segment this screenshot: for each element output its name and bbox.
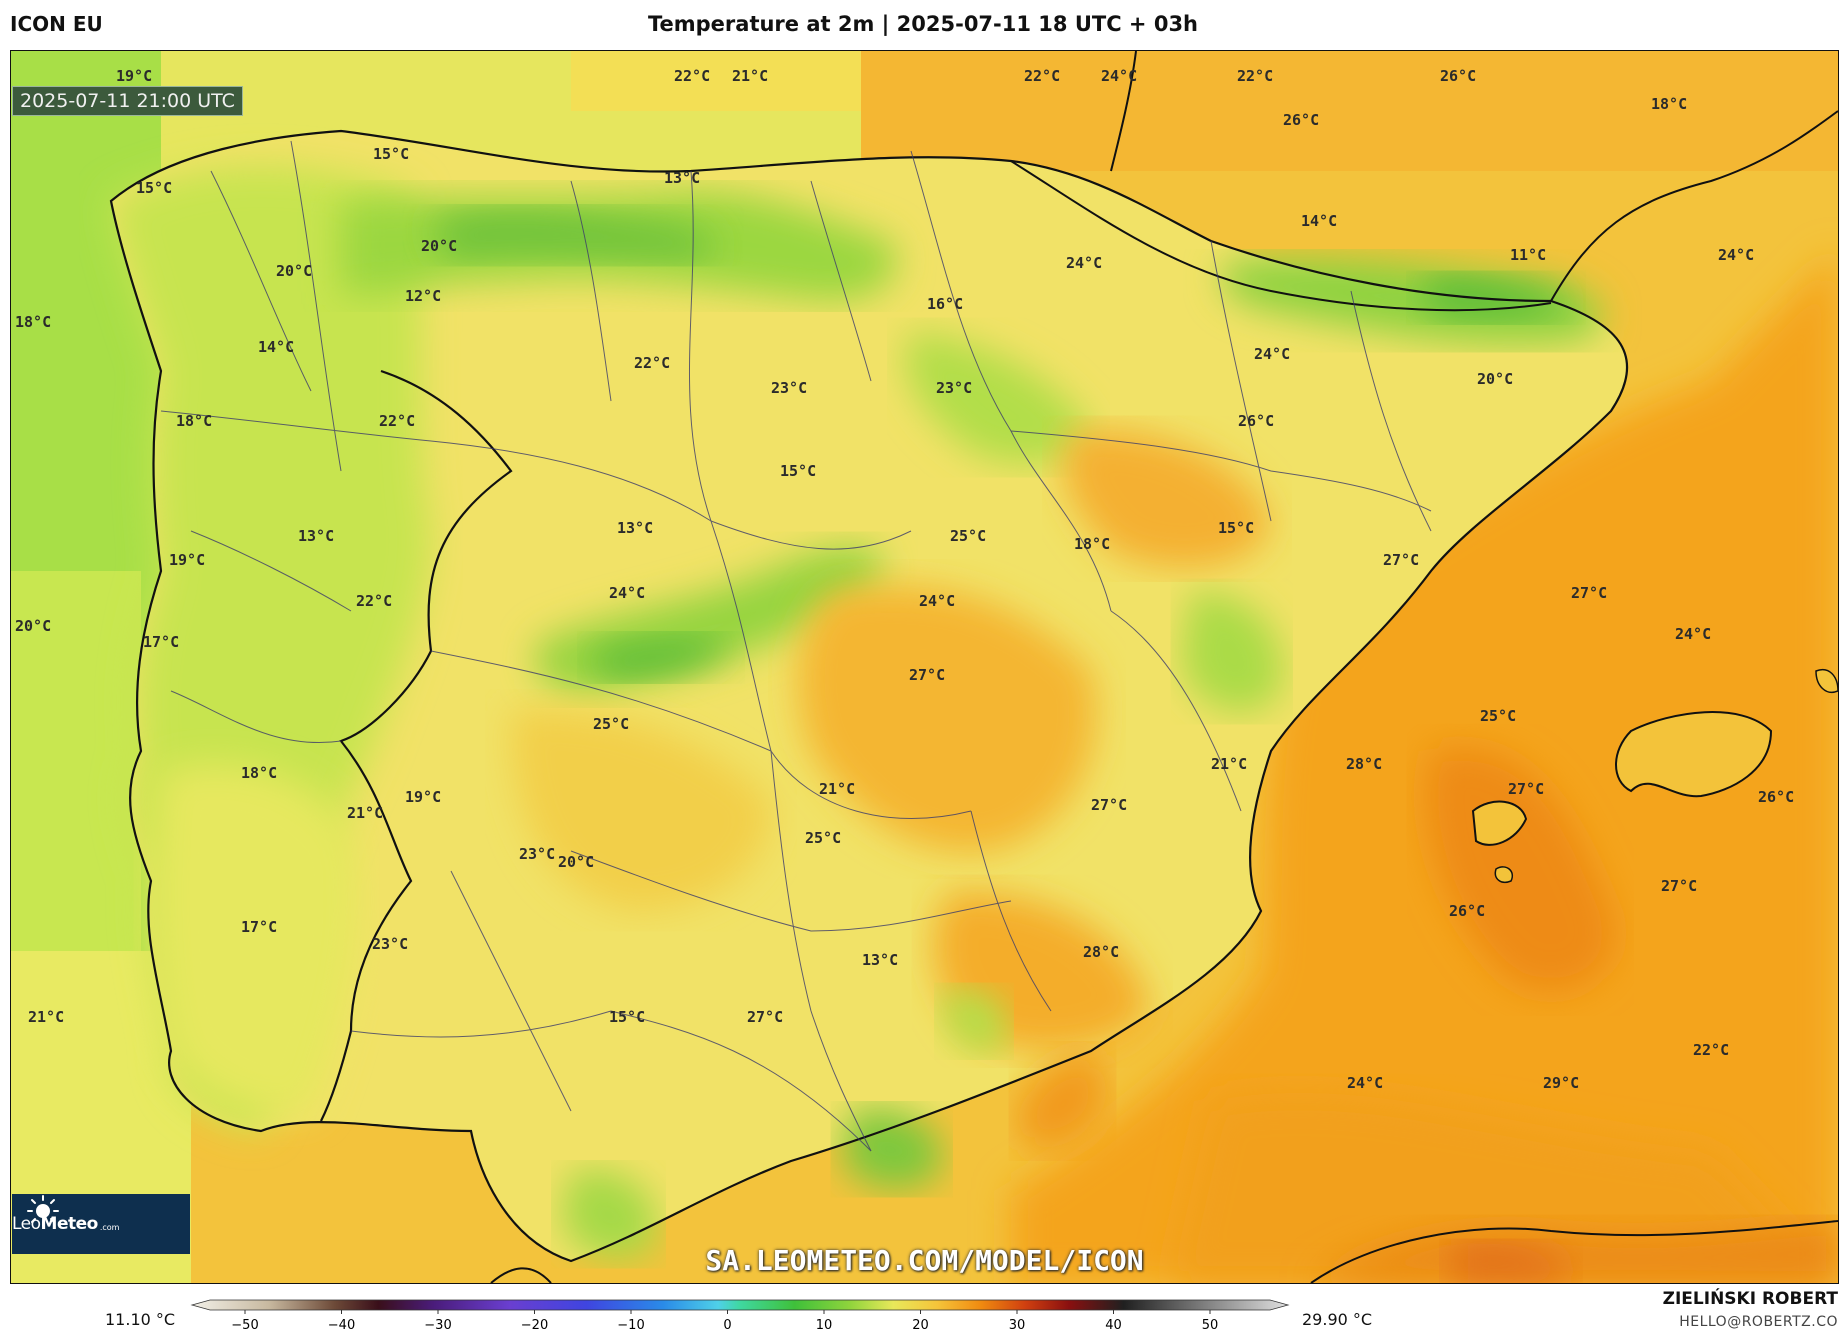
temp-label: 27°C [1661,877,1698,895]
colorbar-tick-label: 20 [912,1318,929,1333]
colorbar-tick-label: −20 [521,1318,548,1333]
temp-label: 23°C [771,379,808,397]
author-name: ZIELIŃSKI ROBERT [1662,1289,1838,1309]
temp-label: 18°C [15,313,52,331]
temp-label: 22°C [356,592,393,610]
temp-label: 19°C [169,551,206,569]
temp-label: 27°C [747,1008,784,1026]
temp-label: 13°C [664,169,701,187]
colorbar-tick-label: 40 [1105,1318,1122,1333]
temp-label: 21°C [732,67,769,85]
temp-label: 19°C [116,67,153,85]
colorbar-tick-label: 50 [1202,1318,1219,1333]
temp-label: 19°C [405,788,442,806]
temp-label: 14°C [258,338,295,356]
model-name: ICON EU [10,12,103,36]
temp-label: 27°C [1383,551,1420,569]
temp-label: 24°C [919,592,956,610]
temp-label: 22°C [674,67,711,85]
temp-label: 27°C [909,666,946,684]
temp-label: 13°C [862,951,899,969]
author-email[interactable]: HELLO@ROBERTZ.CO [1679,1314,1838,1330]
temp-label: 17°C [143,633,180,651]
map-field [11,51,1838,1283]
temp-label: 25°C [805,829,842,847]
temp-label: 26°C [1283,111,1320,129]
valid-time-badge: 2025-07-11 21:00 UTC [12,86,243,116]
temp-label: 23°C [519,845,556,863]
temp-label: 15°C [373,145,410,163]
temp-label: 20°C [276,262,313,280]
temp-label: 25°C [1480,707,1517,725]
colorbar-tick-label: −50 [231,1318,258,1333]
temp-label: 25°C [950,527,987,545]
temp-label: 23°C [372,935,409,953]
temp-label: 24°C [1101,67,1138,85]
temp-label: 20°C [15,617,52,635]
colorbar-tick-label: 10 [816,1318,833,1333]
temp-label: 26°C [1238,412,1275,430]
temp-label: 26°C [1440,67,1477,85]
temp-label: 22°C [1237,67,1274,85]
logo-suffix: .com [99,1222,120,1232]
temp-label: 22°C [379,412,416,430]
colorbar-max-label: 29.90 °C [1302,1310,1373,1329]
temp-label: 21°C [347,804,384,822]
temp-label: 13°C [298,527,335,545]
temp-label: 24°C [1347,1074,1384,1092]
colorbar-tick-label: 30 [1009,1318,1026,1333]
temp-label: 18°C [241,764,278,782]
temp-label: 18°C [1074,535,1111,553]
temperature-map[interactable]: 2025-07-11 21:00 UTC 19°C 22°C 21°C 22°C… [10,50,1839,1284]
temp-label: 15°C [609,1008,646,1026]
temp-label: 16°C [927,295,964,313]
temp-label: 23°C [936,379,973,397]
temp-label: 12°C [405,287,442,305]
temp-label: 24°C [1254,345,1291,363]
temp-label: 27°C [1571,584,1608,602]
temp-label: 28°C [1346,755,1383,773]
colorbar-tick-label: −40 [328,1318,355,1333]
temp-label: 27°C [1508,780,1545,798]
temp-label: 24°C [1066,254,1103,272]
temp-label: 28°C [1083,943,1120,961]
temp-label: 18°C [1651,95,1688,113]
leometeo-logo[interactable]: LeoMeteo .com [12,1194,190,1254]
temp-label: 26°C [1449,902,1486,920]
temp-label: 26°C [1758,788,1795,806]
temp-label: 25°C [593,715,630,733]
temp-label: 21°C [819,780,856,798]
sun-icon [27,1195,59,1227]
temp-label: 20°C [421,237,458,255]
temp-label: 24°C [1675,625,1712,643]
colorbar: −50 −40 −30 −20 −10 0 10 20 30 40 50 [190,1299,1290,1333]
temp-label: 13°C [617,519,654,537]
temp-label: 15°C [136,179,173,197]
temp-label: 24°C [609,584,646,602]
temp-label: 20°C [1477,370,1514,388]
chart-title: Temperature at 2m | 2025-07-11 18 UTC + … [647,12,1199,36]
colorbar-tick-label: −30 [424,1318,451,1333]
temp-label: 29°C [1543,1074,1580,1092]
temp-label: 22°C [1024,67,1061,85]
temp-label: 14°C [1301,212,1338,230]
colorbar-tick-label: 0 [723,1318,731,1333]
temp-label: 15°C [1218,519,1255,537]
temp-label: 22°C [1693,1041,1730,1059]
colorbar-min-label: 11.10 °C [105,1310,176,1329]
temp-label: 17°C [241,918,278,936]
temp-label: 21°C [28,1008,65,1026]
temp-label: 15°C [780,462,817,480]
temp-label: 27°C [1091,796,1128,814]
temp-label: 20°C [558,853,595,871]
watermark-url[interactable]: SA.LEOMETEO.COM/MODEL/ICON [705,1244,1144,1277]
temp-label: 18°C [176,412,213,430]
colorbar-tick-label: −10 [617,1318,644,1333]
temp-label: 21°C [1211,755,1248,773]
temp-label: 22°C [634,354,671,372]
temp-label: 24°C [1718,246,1755,264]
temp-label: 11°C [1510,246,1547,264]
